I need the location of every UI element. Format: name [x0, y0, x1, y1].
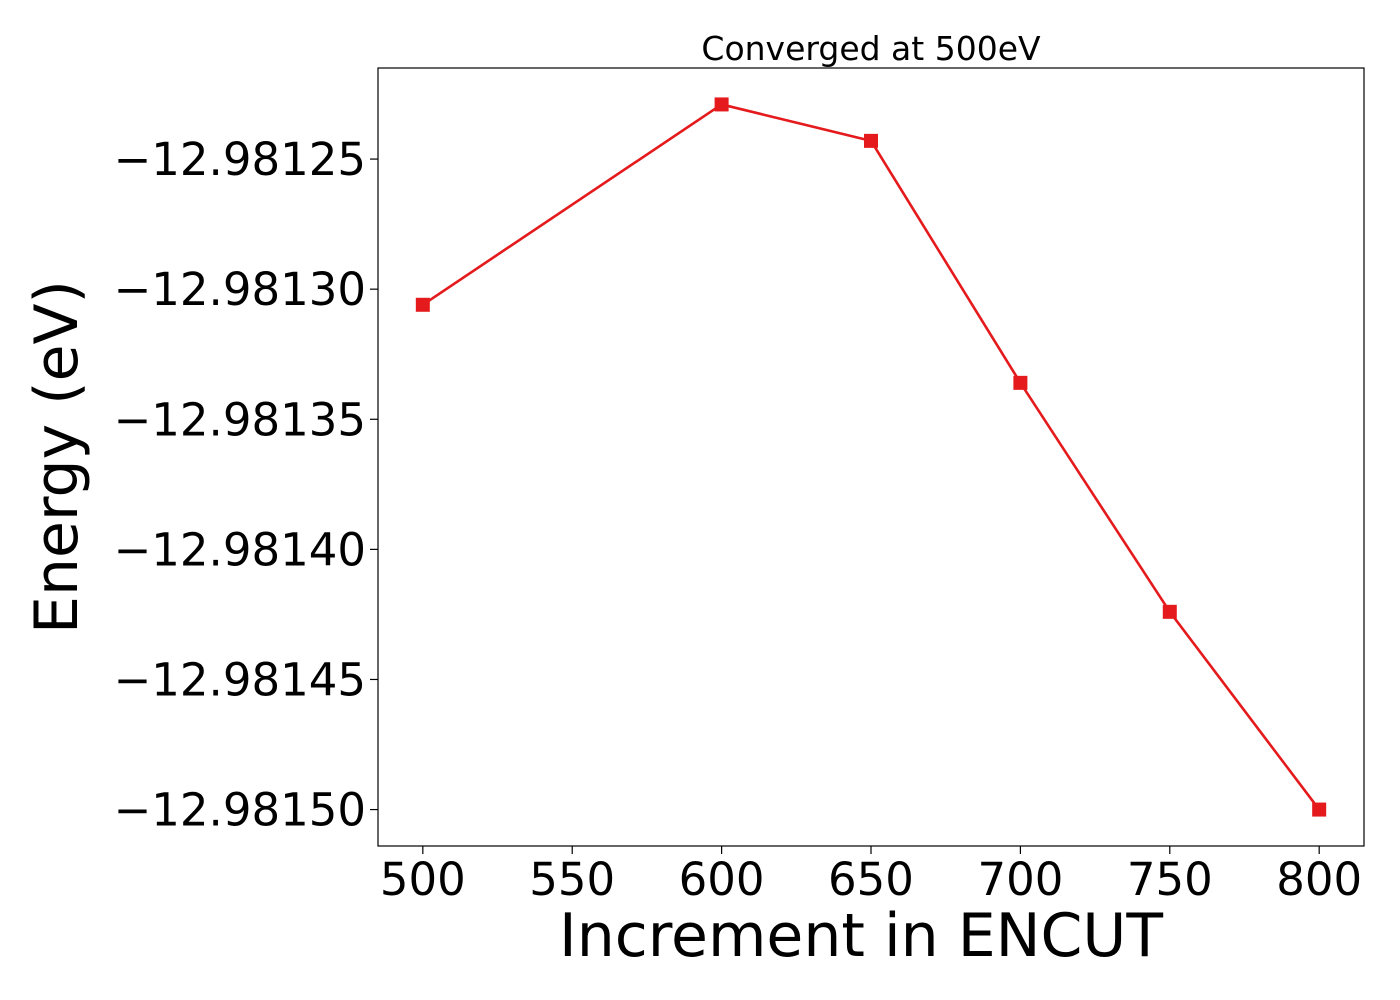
data-point-marker: [1312, 802, 1327, 817]
x-axis-ticks: 500 550 600 650 700 750 800: [380, 846, 1362, 906]
y-tick-label: −12.98140: [114, 523, 366, 576]
plot-frame: [377, 67, 1365, 847]
y-tick-label: −12.98145: [114, 653, 366, 706]
plot-content: [415, 97, 1327, 817]
chart-title: Converged at 500eV: [701, 29, 1041, 68]
x-tick-label: 500: [380, 853, 466, 906]
x-tick-label: 650: [828, 853, 914, 906]
data-point-marker: [1013, 375, 1028, 390]
x-axis-label: Increment in ENCUT: [559, 901, 1163, 971]
x-tick-label: 550: [529, 853, 615, 906]
y-tick-label: −12.98125: [114, 133, 366, 186]
x-tick-label: 600: [679, 853, 765, 906]
data-point-marker: [1162, 604, 1177, 619]
series-line: [421, 103, 1321, 811]
y-tick-label: −12.98130: [114, 263, 366, 316]
x-tick-label: 700: [977, 853, 1063, 906]
data-point-marker: [714, 97, 729, 112]
y-axis-label: Energy (eV): [22, 280, 92, 634]
x-tick-label: 800: [1276, 853, 1362, 906]
y-tick-label: −12.98150: [114, 784, 366, 837]
y-tick-label: −12.98135: [114, 393, 366, 446]
data-point-marker: [864, 133, 878, 148]
y-axis-ticks: −12.98125 −12.98130 −12.98135 −12.98140 −12.…: [114, 133, 378, 837]
x-tick-label: 750: [1127, 853, 1213, 906]
data-point-marker: [415, 297, 430, 312]
